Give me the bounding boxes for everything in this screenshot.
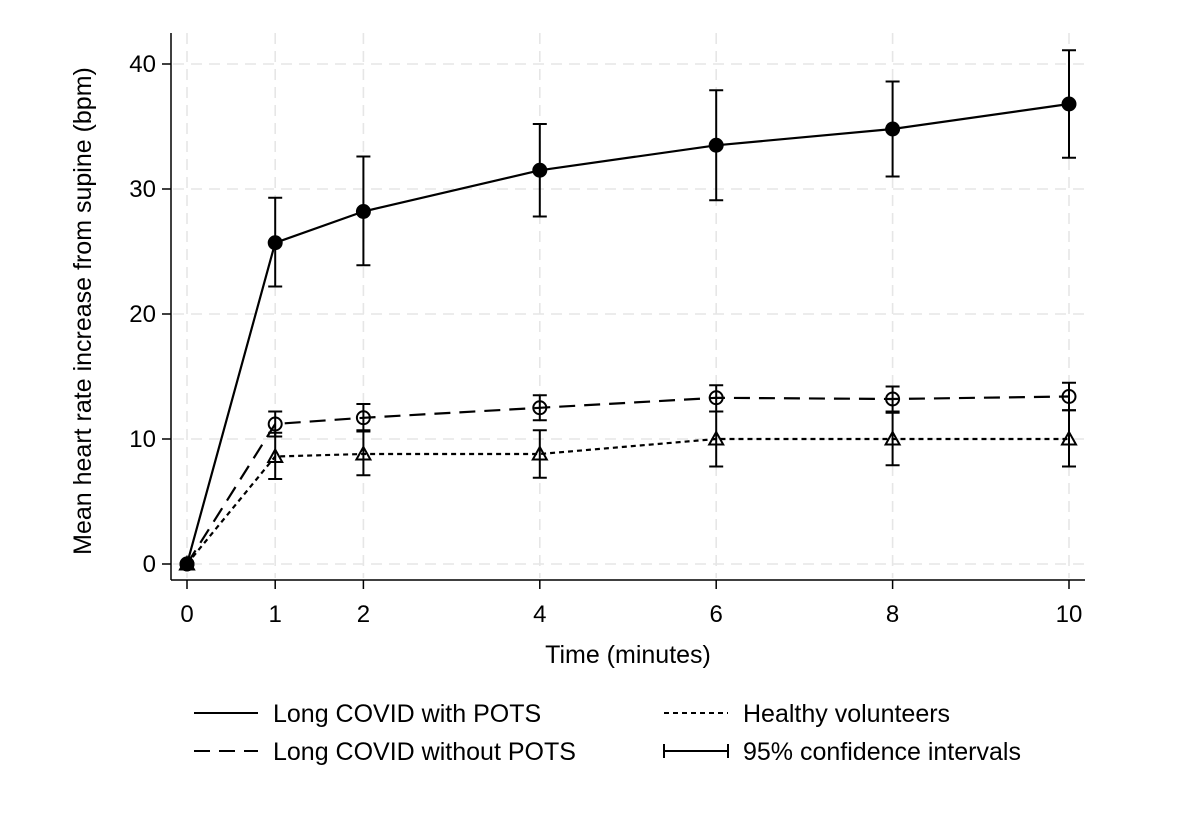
legend: Long COVID with POTS Long COVID without P…	[194, 700, 1021, 766]
legend-item-healthy-volunteers-label: Healthy volunteers	[743, 700, 950, 728]
data-point-long-covid-with-pots-4	[532, 162, 548, 178]
legend-item-95-confidence-intervals: 95% confidence intervals	[663, 738, 1021, 766]
x-tick-label-0: 0	[180, 601, 193, 628]
data-point-long-covid-with-pots-8	[885, 121, 901, 137]
data-point-long-covid-without-pots-8	[885, 391, 901, 407]
legend-item-long-covid-with-pots: Long COVID with POTS	[194, 700, 541, 728]
data-point-long-covid-without-pots-2	[355, 410, 371, 426]
y-tick-label-20: 20	[129, 301, 156, 328]
data-point-healthy-volunteers-2	[354, 444, 373, 461]
y-tick-label-30: 30	[129, 176, 156, 203]
x-tick-label-8: 8	[886, 601, 899, 628]
data-point-healthy-volunteers-6	[707, 429, 725, 446]
data-point-long-covid-with-pots-2	[355, 204, 371, 219]
x-tick-label-4: 4	[533, 601, 546, 628]
data-point-long-covid-with-pots-0	[179, 556, 195, 572]
x-tick-label-10: 10	[1056, 601, 1083, 628]
data-point-long-covid-without-pots-10	[1061, 389, 1077, 404]
x-axis-title: Time (minutes)	[545, 641, 711, 669]
y-axis-title: Mean heart rate increase from supine (bp…	[69, 67, 97, 555]
data-point-healthy-volunteers-8	[883, 429, 902, 446]
data-point-healthy-volunteers-4	[531, 444, 549, 461]
data-point-healthy-volunteers-10	[1060, 429, 1078, 446]
data-point-healthy-volunteers-1	[266, 447, 284, 463]
axes	[162, 33, 1085, 589]
x-tick-label-6: 6	[710, 601, 723, 628]
legend-item-long-covid-without-pots-label: Long COVID without POTS	[273, 738, 576, 766]
legend-item-95-confidence-intervals-label: 95% confidence intervals	[743, 738, 1021, 766]
data-point-long-covid-without-pots-1	[267, 416, 283, 432]
y-tick-label-40: 40	[129, 51, 156, 78]
data-markers	[178, 96, 1078, 572]
y-tick-label-10: 10	[129, 426, 156, 453]
legend-item-long-covid-without-pots: Long COVID without POTS	[194, 738, 576, 766]
tick-labels: 0 10 20 30 40 0 1 2 4 6 8 10	[129, 51, 1082, 628]
x-tick-label-1: 1	[269, 601, 282, 628]
x-tick-label-2: 2	[357, 601, 370, 628]
data-point-long-covid-with-pots-6	[708, 137, 724, 153]
data-point-long-covid-without-pots-4	[532, 400, 548, 416]
error-bars	[268, 49, 1076, 480]
y-tick-label-0: 0	[143, 551, 156, 578]
data-point-healthy-volunteers-0	[178, 554, 196, 571]
data-point-long-covid-with-pots-1	[267, 235, 283, 251]
legend-item-healthy-volunteers: Healthy volunteers	[664, 700, 950, 728]
legend-item-long-covid-with-pots-label: Long COVID with POTS	[273, 700, 541, 728]
data-point-long-covid-without-pots-6	[708, 390, 724, 406]
data-point-long-covid-with-pots-10	[1061, 96, 1077, 112]
